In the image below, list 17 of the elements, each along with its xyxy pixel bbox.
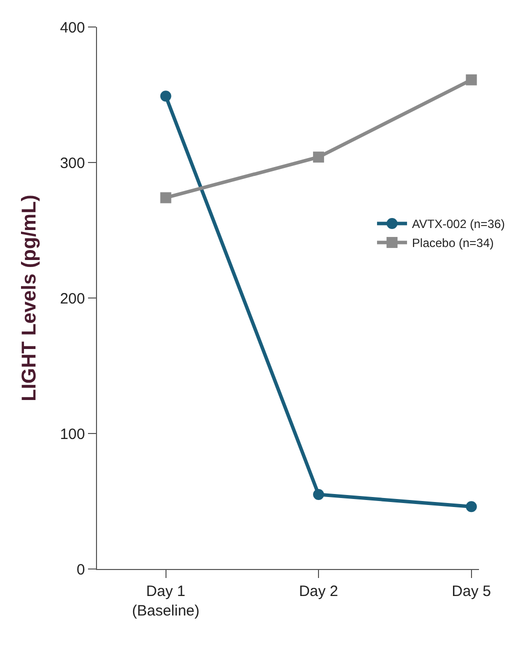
y-axis-title: LIGHT Levels (pg/mL) [18, 194, 40, 402]
x-tick-label: Day 1 (Baseline) [132, 583, 200, 620]
y-tick-label: 200 [60, 290, 85, 308]
legend-label: AVTX-002 (n=36) [412, 217, 505, 232]
point [160, 192, 172, 204]
y-tick-label: 400 [60, 19, 85, 36]
y-tick-label: 100 [60, 426, 85, 443]
x-tick-label: Day 2 [298, 583, 338, 600]
point [313, 488, 324, 500]
point [466, 501, 477, 512]
y-tick-label: 300 [60, 154, 85, 172]
point [160, 90, 172, 102]
legend-label: Placebo (n=34) [412, 236, 494, 250]
point [313, 152, 324, 163]
x-tick-label: Day 5 [452, 583, 491, 600]
y-tick-label: 0 [76, 561, 85, 578]
point [466, 74, 477, 86]
